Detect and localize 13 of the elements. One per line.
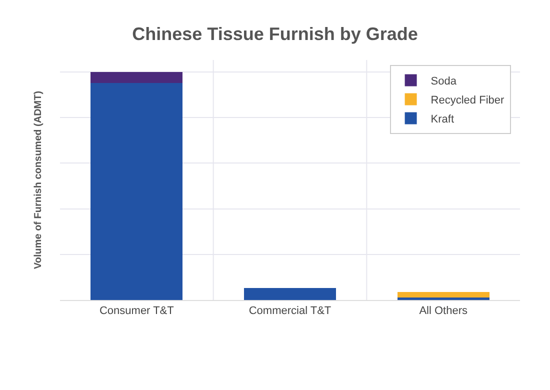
legend-label: Recycled Fiber xyxy=(430,94,504,107)
x-tick-label: Commercial T&T xyxy=(248,305,332,318)
legend-label: Kraft xyxy=(430,114,454,126)
bar xyxy=(397,297,490,300)
legend-label: Soda xyxy=(430,76,458,88)
bar xyxy=(244,288,336,300)
bar xyxy=(90,83,183,300)
chart-title: Chinese Tissue Furnish by Grade xyxy=(132,24,418,44)
x-tick-label: Consumer T&T xyxy=(99,305,174,318)
bar xyxy=(397,292,490,298)
bar xyxy=(90,72,183,84)
x-tick-label: All Others xyxy=(419,305,468,318)
y-axis-title: Volume of Furnish consumed (ADMT) xyxy=(33,90,44,270)
